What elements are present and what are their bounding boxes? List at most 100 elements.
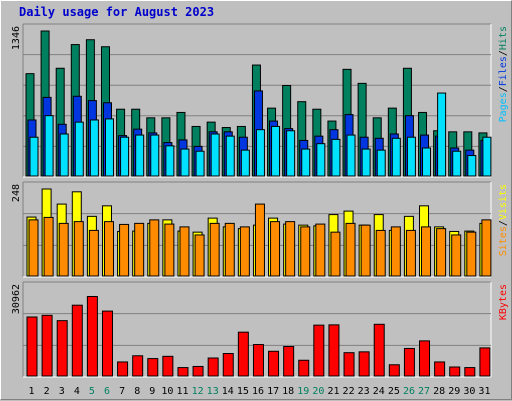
sites-bar	[88, 229, 99, 277]
sites-bar	[28, 219, 39, 277]
sites-bar	[345, 222, 356, 277]
pages-bar	[120, 136, 130, 177]
day-tick-label: 9	[149, 386, 155, 397]
day-tick-label: 1	[29, 386, 35, 397]
pages-bar	[301, 148, 311, 177]
sites-bar	[224, 222, 235, 277]
pages-bar	[165, 145, 175, 177]
pages-bar	[452, 150, 462, 177]
sites-bar	[58, 222, 69, 277]
sites-bar	[405, 229, 416, 277]
sites-bar	[119, 223, 130, 277]
visits-legend-label: Visits	[498, 184, 509, 220]
day-tick-label: 28	[433, 386, 445, 397]
kbytes-bar	[434, 361, 446, 377]
kbytes-bar	[479, 347, 491, 377]
kbytes-legend-label: KBytes	[498, 284, 509, 320]
day-tick-label: 6	[104, 386, 110, 397]
kbytes-bar	[237, 331, 249, 377]
visitors-legend: Sites/Visits	[498, 184, 509, 256]
pages-bar	[422, 147, 432, 177]
kbytes-bar	[177, 367, 189, 377]
day-tick-label: 11	[176, 386, 188, 397]
day-tick-label: 4	[74, 386, 80, 397]
sites-bar	[285, 221, 296, 277]
pages-bar	[89, 119, 99, 177]
sites-bar	[360, 224, 371, 277]
sites-bar	[179, 226, 190, 277]
kbytes-bar	[207, 357, 219, 377]
pages-bar	[255, 129, 265, 177]
kbytes-bar	[403, 347, 415, 377]
pages-bar	[104, 118, 114, 177]
kbytes-bar	[283, 345, 295, 377]
day-tick-label: 29	[448, 386, 460, 397]
pages-bar	[240, 149, 250, 177]
pages-bar	[467, 155, 477, 177]
sites-bar	[300, 226, 311, 277]
kbytes-bar	[71, 304, 83, 377]
pages-bar	[180, 148, 190, 177]
kbytes-bar	[464, 367, 476, 377]
sites-bar	[103, 221, 114, 277]
kbytes-bar	[373, 323, 385, 377]
kbytes-bar	[41, 314, 53, 377]
day-tick-label: 12	[192, 386, 204, 397]
day-tick-label: 10	[161, 386, 173, 397]
kbytes-bar	[86, 295, 98, 377]
kbytes-bar	[117, 361, 129, 377]
sites-legend-label: Sites	[498, 226, 509, 256]
sites-bar	[134, 222, 145, 277]
pages-bar	[346, 134, 356, 177]
files-legend-label: Files	[498, 56, 509, 86]
sites-bar	[149, 219, 160, 277]
pages-bar	[361, 148, 371, 177]
kbytes-bar	[26, 316, 38, 377]
volume-ymax-label: 30962	[11, 284, 22, 314]
pages-bar	[391, 137, 401, 177]
sites-bar	[164, 223, 175, 277]
day-tick-label: 25	[388, 386, 400, 397]
day-tick-label: 3	[59, 386, 65, 397]
kbytes-bar	[388, 364, 400, 377]
pages-bar	[59, 133, 69, 177]
day-tick-label: 19	[297, 386, 309, 397]
pages-bar	[135, 134, 145, 177]
sites-bar	[390, 226, 401, 277]
legend-separator: /	[498, 220, 509, 226]
pages-bar	[331, 138, 341, 177]
sites-bar	[481, 219, 492, 277]
day-tick-label: 13	[207, 386, 219, 397]
sites-bar	[43, 216, 54, 277]
kbytes-bar	[147, 358, 159, 377]
pages-legend-label: Pages	[498, 92, 509, 122]
pages-bar	[482, 136, 492, 177]
day-tick-label: 18	[282, 386, 294, 397]
day-tick-label: 30	[463, 386, 475, 397]
kbytes-bar	[313, 324, 325, 377]
sites-bar	[209, 222, 220, 277]
sites-bar	[375, 229, 386, 277]
legend-separator: /	[498, 86, 509, 92]
day-tick-label: 20	[312, 386, 324, 397]
hits-legend-label: Hits	[498, 26, 509, 50]
pages-bar	[225, 135, 235, 177]
sites-bar	[194, 234, 205, 277]
pages-bar	[44, 115, 54, 177]
sites-bar	[239, 226, 250, 277]
day-tick-label: 8	[134, 386, 140, 397]
day-tick-label: 2	[44, 386, 50, 397]
pages-bar	[286, 130, 296, 177]
day-tick-label: 21	[327, 386, 339, 397]
pages-bar	[376, 149, 386, 177]
kbytes-bar	[252, 344, 264, 377]
sites-bar	[315, 223, 326, 277]
day-tick-label: 7	[119, 386, 125, 397]
sites-bar	[436, 228, 447, 277]
sites-bar	[254, 203, 265, 277]
kbytes-bar	[358, 351, 370, 377]
pages-bar	[74, 121, 84, 177]
visitors-ymax-label: 248	[11, 184, 22, 202]
